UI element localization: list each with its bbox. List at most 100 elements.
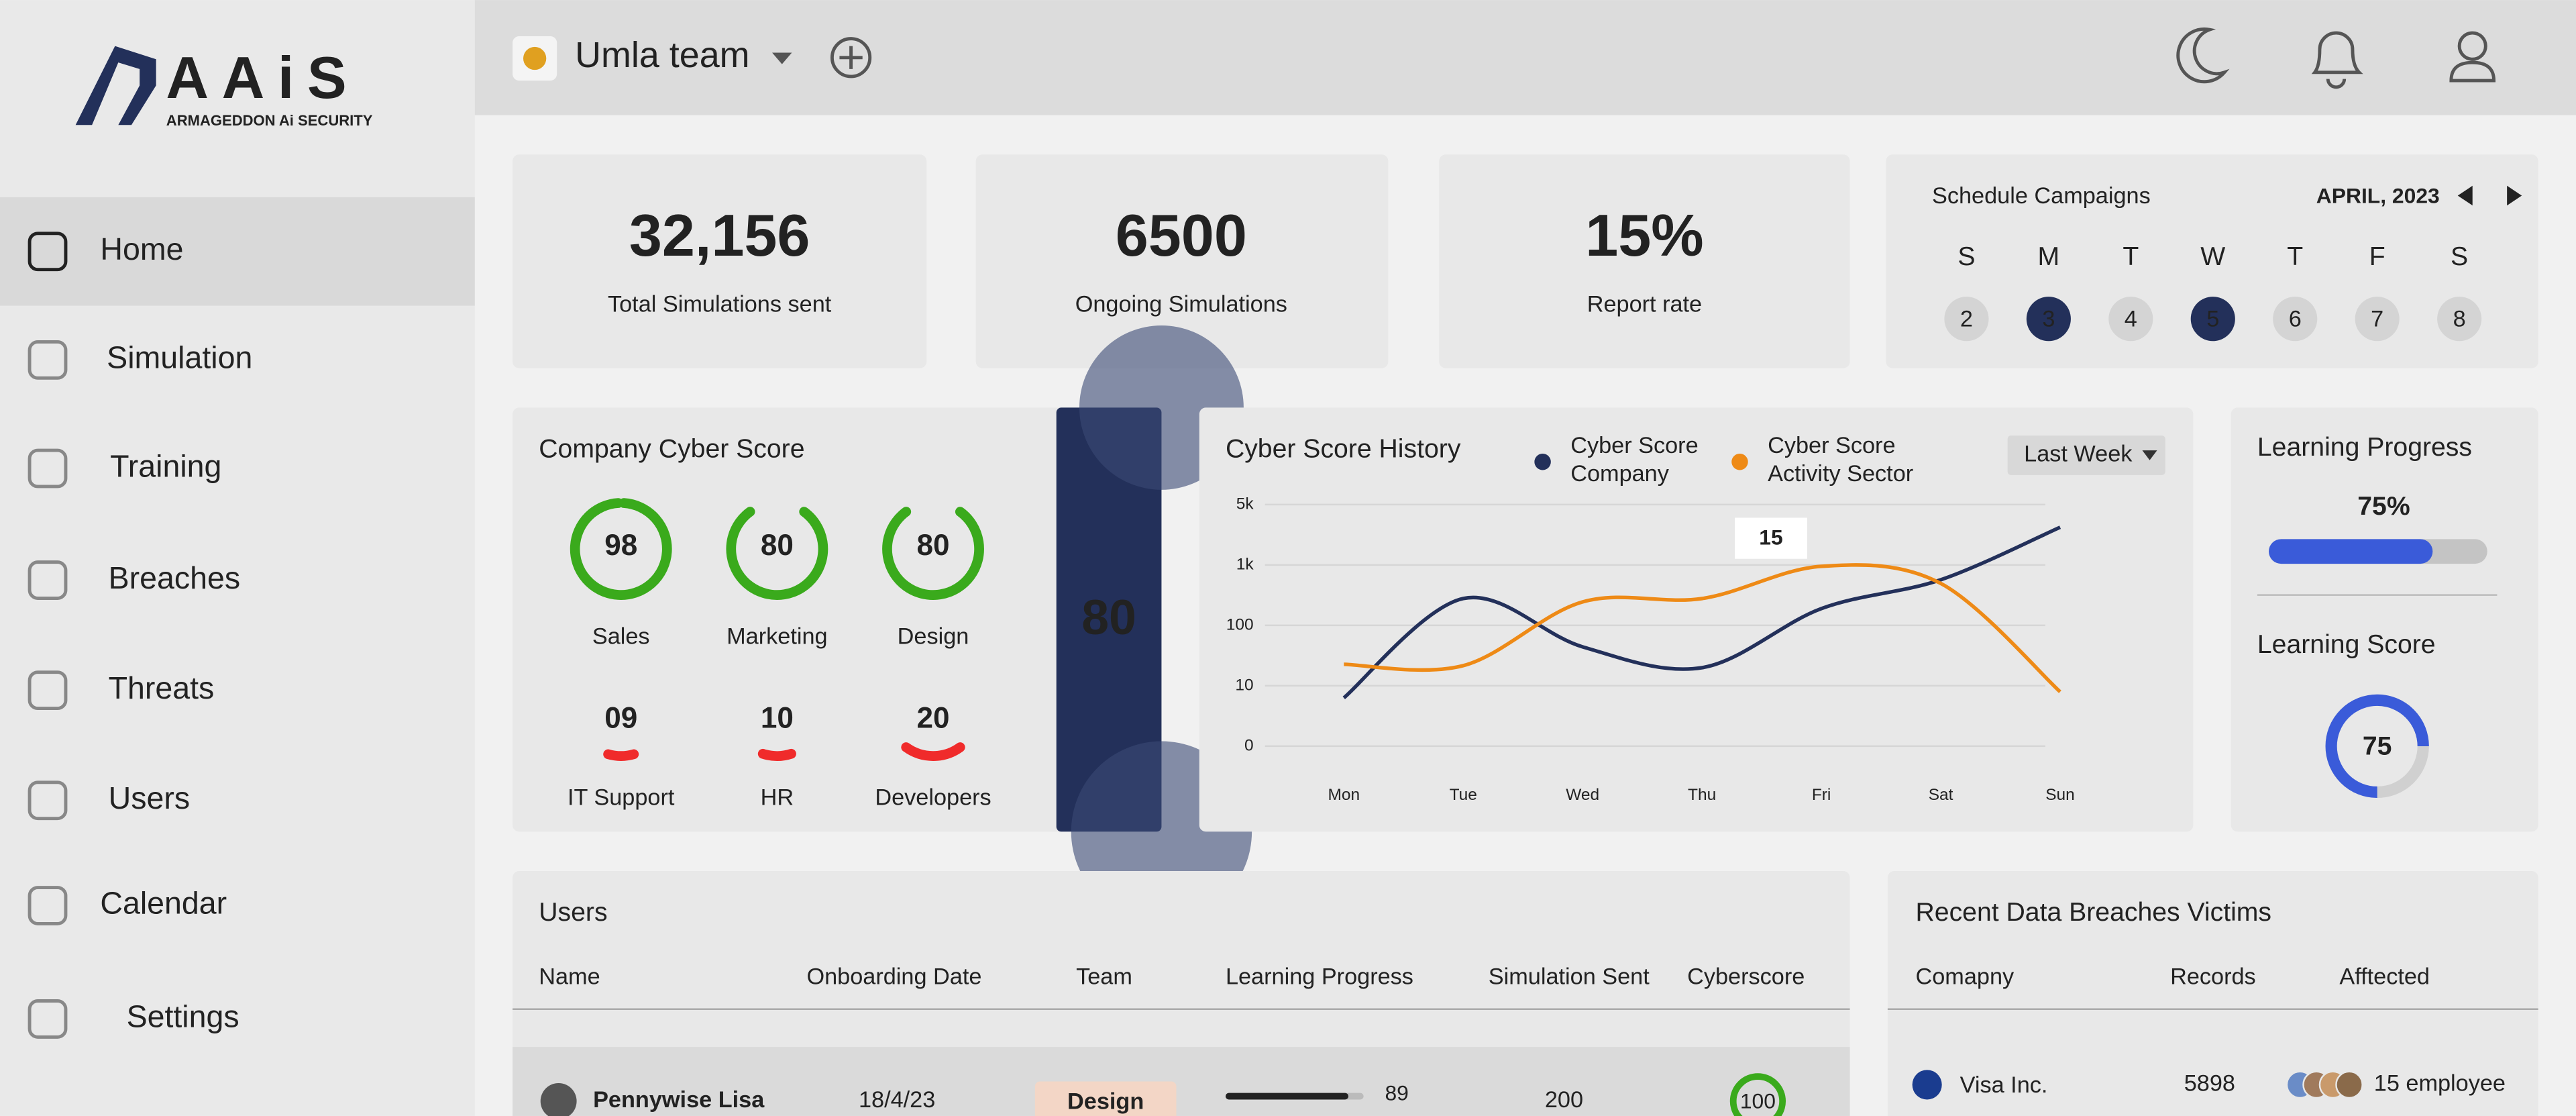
next-month[interactable] — [2507, 185, 2522, 206]
team-badge — [1034, 1081, 1177, 1116]
date-cell[interactable] — [2108, 297, 2153, 342]
nav-icon[interactable] — [28, 780, 68, 821]
nav-item[interactable]: Settings — [127, 999, 239, 1034]
department: Developers — [875, 784, 991, 810]
date: 6 — [2289, 307, 2302, 332]
date: 8 — [2453, 307, 2466, 332]
nav-icon[interactable] — [28, 560, 68, 600]
filter-select[interactable] — [2007, 436, 2165, 475]
stat-value: 32,156 — [629, 202, 810, 268]
score-value: 80 — [761, 529, 794, 562]
x-tick-label: Thu — [1688, 786, 1716, 804]
score-arc — [726, 498, 828, 600]
score-arc — [882, 659, 984, 761]
nav-item[interactable]: Simulation — [107, 340, 252, 375]
weekday: S — [1957, 242, 1975, 271]
nav-item[interactable]: Users — [109, 780, 190, 815]
add-button[interactable] — [830, 37, 872, 79]
team-logo — [523, 46, 547, 70]
column-header: Name — [539, 964, 600, 989]
column-header: Onboarding Date — [806, 964, 981, 989]
nav-item[interactable]: Breaches — [109, 560, 241, 595]
date: 7 — [2371, 307, 2383, 332]
profile-head[interactable] — [2457, 31, 2487, 61]
score-value: 20 — [917, 701, 950, 734]
nav-icon[interactable] — [28, 448, 68, 489]
nav-icon[interactable] — [28, 999, 68, 1039]
stat-value: 15% — [1585, 202, 1703, 268]
legend-label: Cyber Score Activity Sector — [1768, 433, 1913, 487]
prev-month[interactable] — [2457, 185, 2473, 206]
profile-body[interactable] — [2449, 60, 2496, 83]
theme-toggle[interactable] — [2176, 27, 2230, 84]
score-arc — [570, 498, 672, 600]
y-tick-label: 5k — [1236, 495, 1254, 513]
column-header: Cyberscore — [1687, 964, 1805, 989]
team-label: Design — [1067, 1088, 1144, 1114]
nav-icon[interactable] — [28, 340, 68, 380]
cell: 18/4/23 — [859, 1087, 935, 1113]
series-line — [1344, 563, 2061, 693]
series-line — [1342, 525, 2061, 699]
score-value: 75 — [2363, 732, 2392, 761]
nav-active — [0, 197, 475, 306]
date-cell[interactable] — [2026, 297, 2071, 342]
nav-icon[interactable] — [28, 670, 68, 711]
stat-card — [975, 154, 1389, 368]
stat-value: 6500 — [1116, 202, 1247, 268]
stat-card — [1439, 154, 1850, 368]
date-cell[interactable] — [2355, 297, 2400, 342]
y-tick-label: 0 — [1244, 736, 1254, 754]
weekday: T — [2287, 242, 2303, 271]
date-cell[interactable] — [2273, 297, 2318, 342]
score-value: 98 — [604, 529, 637, 562]
filter-caret — [2142, 450, 2157, 460]
column-header: Comapny — [1916, 964, 2015, 989]
sidebar — [0, 0, 475, 1116]
stat-label: Report rate — [1587, 292, 1702, 317]
logo-text: AAiS — [166, 44, 360, 111]
nav-item[interactable]: Home — [100, 232, 183, 266]
date-cell[interactable] — [2437, 297, 2482, 342]
notifications[interactable] — [2311, 31, 2363, 89]
card-title: Learning Score — [2257, 630, 2436, 659]
avatar — [540, 1082, 577, 1116]
x-tick-label: Fri — [1812, 786, 1831, 804]
user-name: Pennywise Lisa — [593, 1087, 765, 1113]
stat-label: Ongoing Simulations — [1075, 292, 1287, 317]
progress-label: 75% — [2357, 492, 2410, 521]
overall-score: 80 — [1081, 589, 1136, 645]
card-title: Recent Data Breaches Victims — [1916, 898, 2272, 927]
calendar-month: APRIL, 2023 — [2316, 183, 2440, 207]
progress-value: 89 — [1385, 1080, 1408, 1105]
department: Sales — [592, 623, 650, 649]
company-logo — [1912, 1070, 1942, 1100]
score-ring — [1729, 1073, 1786, 1116]
date-cell[interactable] — [1944, 297, 1989, 342]
progress-bar — [1225, 1093, 1349, 1100]
team-dropdown[interactable] — [772, 52, 792, 64]
team-name: Umla team — [575, 35, 749, 75]
column-header: Team — [1076, 964, 1132, 989]
score-value: 80 — [917, 529, 950, 562]
department: Design — [898, 623, 969, 649]
nav-icon[interactable] — [28, 886, 68, 925]
nav-item[interactable]: Calendar — [100, 886, 227, 921]
overall-score-strip — [1056, 407, 1162, 832]
nav-item[interactable]: Threats — [109, 670, 215, 705]
records: 5898 — [2184, 1070, 2235, 1096]
logo-mark — [75, 46, 156, 125]
legend-label: Cyber Score Company — [1570, 433, 1698, 487]
nav-item[interactable]: Training — [110, 448, 221, 483]
column-header: Afftected — [2339, 964, 2430, 989]
card-title: Cyber Score History — [1226, 434, 1461, 463]
card-title: Learning Progress — [2257, 433, 2472, 462]
score-arc — [570, 659, 672, 761]
stat-card — [513, 154, 927, 368]
y-tick-label: 1k — [1236, 555, 1254, 573]
cyber-score-card — [513, 407, 1162, 832]
nav-icon[interactable] — [28, 232, 68, 272]
date-cell[interactable] — [2190, 297, 2235, 342]
table-row[interactable] — [513, 1047, 1850, 1116]
